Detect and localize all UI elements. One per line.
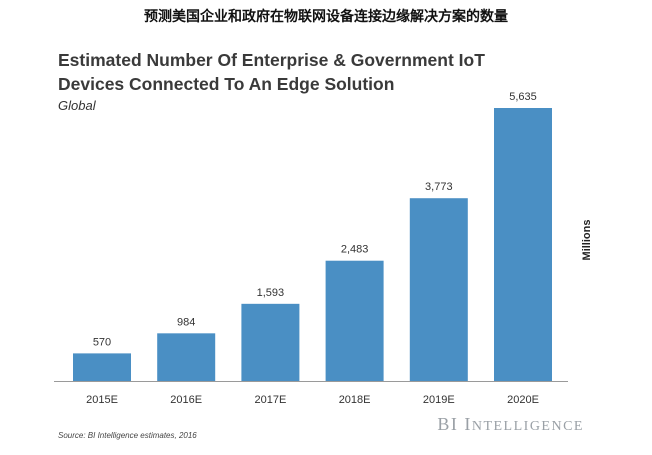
x-tick-label: 2018E bbox=[339, 394, 371, 406]
bar bbox=[157, 333, 216, 381]
x-tick-label: 2015E bbox=[86, 394, 118, 406]
x-tick-label: 2017E bbox=[254, 394, 286, 406]
chart-subtitle: Global bbox=[58, 98, 96, 113]
bar bbox=[494, 108, 552, 381]
bar bbox=[409, 198, 468, 381]
x-tick-label: 2016E bbox=[170, 394, 202, 406]
data-label: 3,773 bbox=[425, 181, 453, 193]
data-label: 984 bbox=[177, 316, 195, 328]
brand-logo-rest: NTELLIGENCE bbox=[471, 419, 584, 434]
y-axis-label: Millions bbox=[581, 220, 593, 261]
brand-logo-first: BI I bbox=[437, 414, 472, 434]
brand-logo: BI INTELLIGENCE bbox=[437, 414, 584, 435]
page-title: 预测美国企业和政府在物联网设备连接边缘解决方案的数量 bbox=[144, 9, 508, 25]
data-label: 2,483 bbox=[341, 244, 369, 256]
data-label: 1,593 bbox=[257, 287, 285, 299]
chart-title-line-2: Devices Connected To An Edge Solution bbox=[58, 74, 395, 94]
chart-title-line-1: Estimated Number Of Enterprise & Governm… bbox=[58, 50, 485, 70]
bar bbox=[325, 260, 384, 381]
x-tick-label: 2020E bbox=[507, 394, 539, 406]
bar bbox=[73, 353, 131, 381]
data-label: 5,635 bbox=[509, 91, 537, 103]
x-tick-label: 2019E bbox=[423, 394, 455, 406]
bar bbox=[241, 303, 300, 381]
data-label: 570 bbox=[93, 336, 111, 348]
source-note: Source: BI Intelligence estimates, 2016 bbox=[58, 431, 197, 440]
